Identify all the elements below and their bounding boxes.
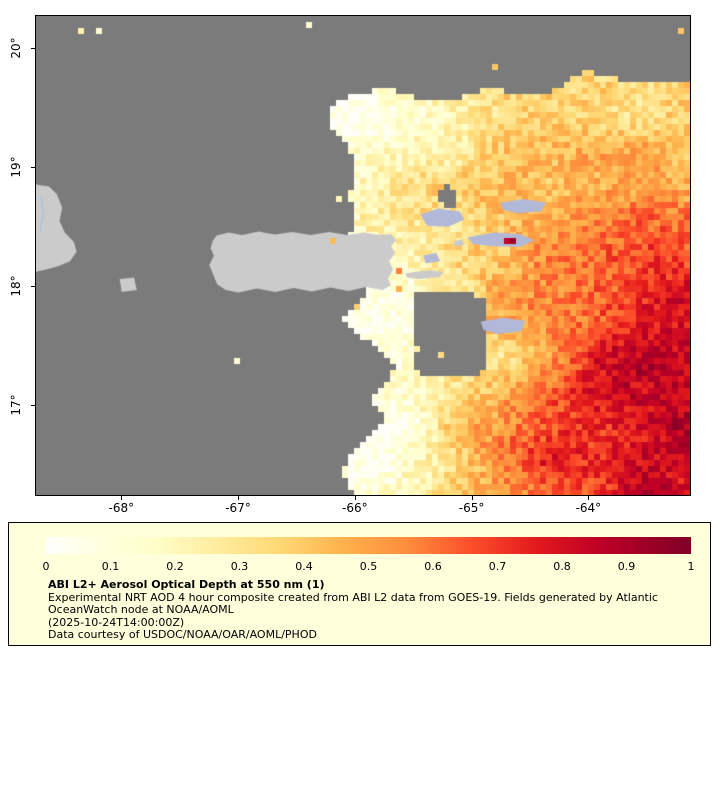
x-axis-tick	[121, 496, 123, 500]
y-axis-tick	[31, 285, 35, 287]
colorbar-tick-labels: 0 0.1 0.2 0.3 0.4 0.5 0.6 0.7 0.8 0.9 1	[9, 560, 710, 574]
x-axis-tick	[588, 496, 590, 500]
legend-credit: Data courtesy of USDOC/NOAA/OAR/AOML/PHO…	[48, 628, 317, 641]
y-tick-label: 19°	[9, 156, 23, 178]
y-axis-tick	[31, 404, 35, 406]
map-plot	[35, 15, 691, 496]
colorbar-tick-label: 1	[687, 560, 695, 573]
colorbar-tick-label: 0.8	[553, 560, 571, 573]
legend-title: ABI L2+ Aerosol Optical Depth at 550 nm …	[48, 578, 325, 591]
y-axis-tick	[31, 167, 35, 168]
legend-panel: 0 0.1 0.2 0.3 0.4 0.5 0.6 0.7 0.8 0.9 1 ABI L2+ Ae…	[8, 522, 711, 646]
y-axis-tick	[31, 48, 35, 50]
x-axis-tick	[471, 496, 473, 500]
y-tick-label: 17°	[9, 394, 23, 416]
x-tick-label: -67°	[225, 501, 251, 515]
x-axis-tick	[354, 496, 356, 500]
x-axis-tick	[238, 496, 239, 500]
y-tick-label: 18°	[9, 275, 23, 297]
legend-timestamp: (2025-10-24T14:00:00Z)	[48, 615, 185, 629]
y-tick-label: 20°	[9, 37, 23, 59]
colorbar-tick-label: 0.6	[424, 560, 442, 573]
colorbar	[46, 537, 691, 554]
x-tick-label: -64°	[575, 501, 602, 515]
colorbar-tick-label: 0.7	[488, 560, 507, 573]
colorbar-tick-label: 0.3	[230, 560, 249, 573]
colorbar-tick-label: 0.9	[617, 560, 636, 573]
legend-description: Experimental NRT AOD 4 hour composite cr…	[48, 590, 658, 616]
colorbar-tick-label: 0.5	[359, 560, 378, 573]
x-tick-label: -65°	[458, 501, 485, 515]
x-tick-label: -68°	[108, 501, 135, 515]
colorbar-tick-label: 0.2	[166, 560, 184, 573]
aod-raster-canvas	[36, 16, 690, 495]
colorbar-tick-label: 0.4	[295, 560, 313, 573]
colorbar-tick-label: 0	[42, 560, 50, 573]
x-tick-label: -66°	[341, 501, 368, 515]
colorbar-tick-label: 0.1	[101, 560, 120, 573]
legend-text-block: ABI L2+ Aerosol Optical Depth at 550 nm …	[48, 578, 682, 642]
